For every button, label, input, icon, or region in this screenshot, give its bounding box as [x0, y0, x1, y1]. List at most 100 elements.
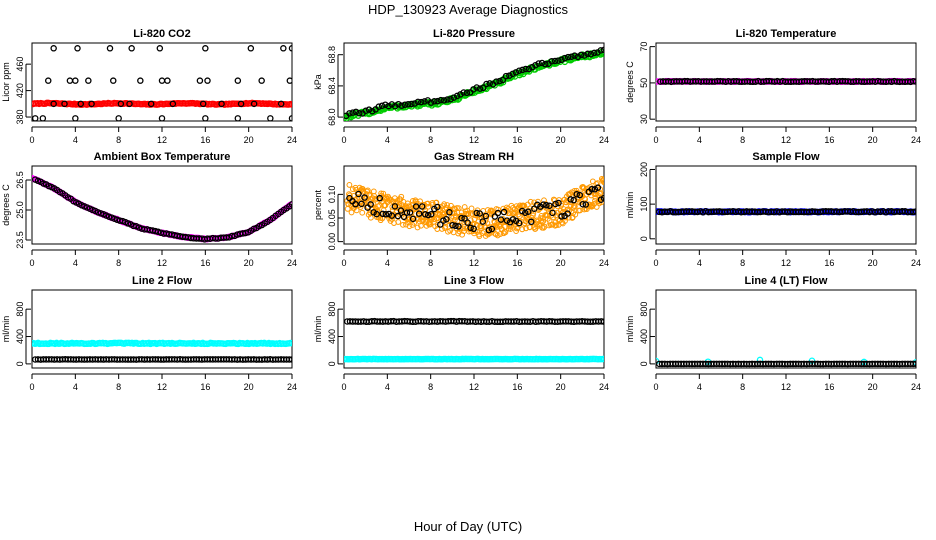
y-tick-label: 400	[15, 329, 25, 344]
data-point	[544, 212, 551, 219]
data-point	[277, 100, 285, 108]
x-tick-label: 24	[911, 135, 921, 145]
data-point	[447, 227, 454, 234]
data-point	[258, 77, 265, 84]
data-point	[77, 100, 85, 108]
data-point	[357, 204, 364, 210]
y-axis-label: Licor ppm	[1, 62, 11, 102]
data-point	[434, 203, 441, 211]
data-point	[522, 65, 529, 73]
data-point	[564, 210, 571, 217]
data-point	[286, 77, 292, 84]
data-point	[267, 115, 274, 121]
data-point	[561, 54, 569, 62]
data-point	[361, 194, 368, 201]
x-tick-label: 16	[512, 135, 522, 145]
data-point	[494, 209, 502, 217]
x-tick-label: 0	[653, 382, 658, 392]
data-point	[367, 214, 374, 221]
data-point	[464, 219, 471, 226]
data-point	[353, 207, 360, 214]
y-tick-label: 800	[327, 302, 337, 317]
panel-gas-stream-rh: Gas Stream RH percent 0 4 8 12 16 20 24 0.00 0.05 0…	[313, 151, 609, 268]
x-tick-label: 20	[556, 135, 566, 145]
x-tick-label: 20	[244, 135, 254, 145]
data-point	[524, 208, 532, 215]
x-tick-label: 8	[116, 258, 121, 268]
y-tick-label: 0.10	[327, 186, 337, 204]
x-tick-label: 12	[157, 135, 167, 145]
plot-frame	[31, 289, 293, 369]
x-tick-label: 20	[244, 382, 254, 392]
x-tick-label: 24	[911, 258, 921, 268]
data-point	[449, 221, 456, 229]
data-point	[288, 45, 292, 52]
data-point	[440, 211, 447, 218]
data-point	[587, 50, 595, 58]
x-tick-label: 16	[512, 258, 522, 268]
data-point	[288, 101, 292, 108]
data-point	[412, 203, 420, 210]
data-point	[476, 210, 483, 217]
data-point	[286, 356, 292, 363]
data-point	[204, 77, 211, 84]
data-point	[564, 53, 572, 61]
data-point	[455, 223, 462, 230]
y-axis-label: degrees C	[625, 61, 635, 103]
data-point	[411, 100, 418, 107]
data-point	[910, 77, 916, 85]
data-points	[344, 175, 604, 240]
data-point	[421, 211, 429, 218]
data-point	[495, 206, 502, 213]
data-point	[592, 197, 598, 204]
data-point	[385, 102, 392, 110]
data-point	[450, 94, 458, 101]
data-point	[397, 207, 405, 214]
data-point	[115, 115, 122, 121]
panel-line-3-flow: Line 3 Flow ml/min 0 4 8 12 16 20 24 0 400 800	[313, 275, 609, 392]
data-point	[488, 225, 496, 233]
data-point	[202, 45, 209, 52]
y-axis-label: ml/min	[1, 316, 11, 343]
x-tick-label: 0	[29, 135, 34, 145]
data-point	[382, 210, 390, 218]
data-point	[465, 210, 472, 217]
data-point	[564, 197, 571, 204]
x-tick-label: 0	[341, 382, 346, 392]
data-point	[573, 191, 580, 198]
data-point	[196, 77, 204, 84]
data-point	[218, 100, 225, 108]
data-point	[359, 209, 366, 216]
y-tick-label: 460	[15, 57, 25, 72]
y-tick-label: 23.5	[15, 231, 25, 249]
data-point	[571, 203, 578, 210]
data-point	[126, 100, 133, 108]
data-point	[411, 219, 418, 226]
data-point	[555, 199, 562, 207]
y-axis-label: percent	[313, 189, 323, 220]
data-point	[395, 100, 402, 108]
x-tick-label: 0	[653, 258, 658, 268]
data-point	[406, 209, 414, 216]
plot-frame	[655, 289, 917, 369]
data-point	[570, 196, 577, 204]
data-point	[525, 65, 533, 73]
figure-xlabel: Hour of Day (UTC)	[414, 519, 522, 534]
data-point	[72, 115, 79, 121]
data-point	[359, 185, 366, 192]
data-point	[415, 210, 423, 217]
x-tick-label: 20	[556, 382, 566, 392]
panel-title: Line 2 Flow	[132, 275, 192, 287]
y-tick-label: 68.0	[327, 108, 337, 126]
data-point	[485, 226, 493, 234]
x-tick-label: 12	[781, 135, 791, 145]
data-point	[502, 229, 509, 236]
x-tick-label: 4	[385, 382, 390, 392]
data-point	[523, 225, 529, 232]
data-point	[538, 59, 546, 67]
data-point	[440, 97, 448, 104]
data-point	[590, 49, 598, 57]
data-point	[521, 209, 529, 217]
data-point	[382, 101, 389, 108]
y-tick-label: 0.00	[327, 233, 337, 251]
